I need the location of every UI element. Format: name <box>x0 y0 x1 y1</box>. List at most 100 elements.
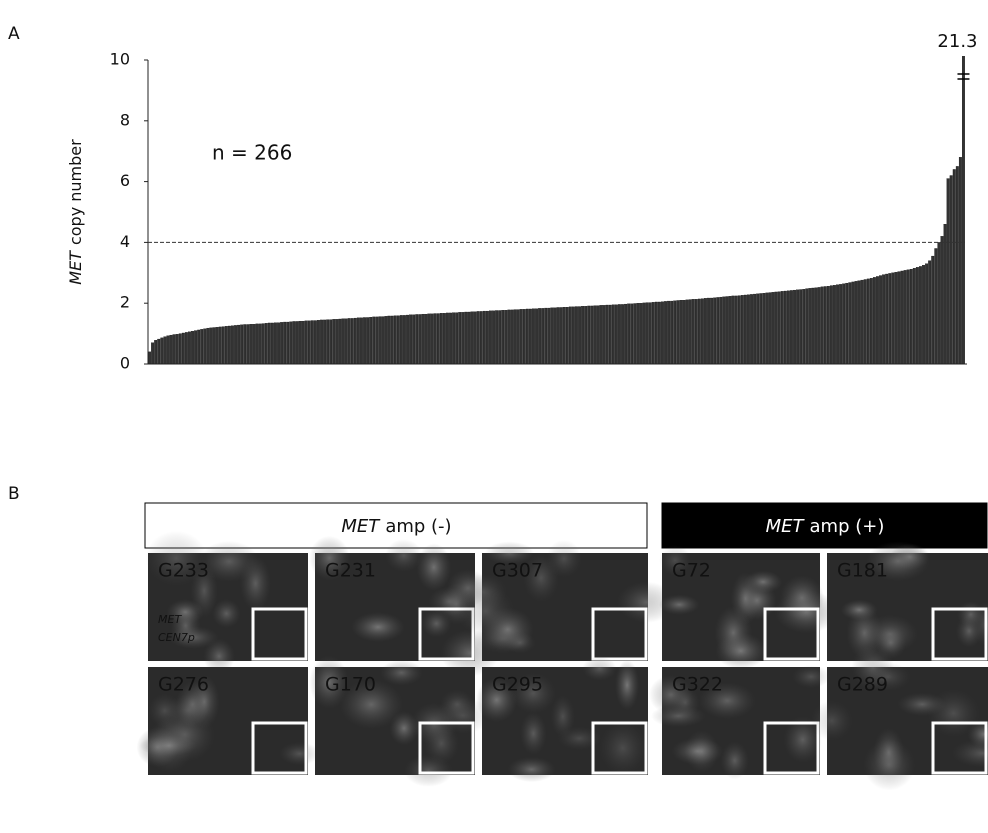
bar <box>419 314 422 364</box>
bar <box>898 272 901 364</box>
bar <box>412 315 415 364</box>
bar <box>575 307 578 364</box>
bar <box>827 286 830 364</box>
bar <box>176 334 179 364</box>
bar <box>495 310 498 364</box>
bar <box>806 289 809 364</box>
bar <box>962 0 965 364</box>
bar <box>179 334 182 364</box>
bar <box>194 331 197 364</box>
cell-blob <box>240 556 271 611</box>
bar <box>554 308 557 364</box>
bar <box>296 321 299 364</box>
bar <box>959 157 962 364</box>
bar <box>437 314 440 364</box>
bar <box>901 271 904 364</box>
bar <box>892 273 895 364</box>
bar <box>336 319 339 364</box>
bar <box>382 317 385 364</box>
y-tick-label: 8 <box>120 110 130 129</box>
cell-blob <box>146 718 194 773</box>
bar <box>781 291 784 364</box>
bar <box>560 307 563 364</box>
bar <box>157 339 160 364</box>
bar <box>904 270 907 364</box>
bar <box>425 314 428 364</box>
bar <box>354 318 357 364</box>
y-tick-label: 6 <box>120 171 130 190</box>
bar <box>388 316 391 364</box>
bar <box>185 332 188 364</box>
bar <box>259 324 262 364</box>
bar <box>268 323 271 364</box>
cell-blob <box>873 728 904 777</box>
bar <box>784 291 787 364</box>
bar <box>173 335 176 364</box>
bar <box>809 288 812 364</box>
cell-blob <box>279 742 319 765</box>
group-title-italic: MET <box>341 516 381 537</box>
bar <box>793 290 796 364</box>
bar <box>182 333 185 364</box>
bar <box>563 307 566 364</box>
bar <box>541 308 544 364</box>
bar <box>772 292 775 364</box>
bar <box>148 352 151 364</box>
bar <box>225 326 228 364</box>
bar <box>673 301 676 364</box>
bar <box>738 296 741 364</box>
bar <box>787 291 790 364</box>
sample-id: G72 <box>672 560 711 582</box>
bar <box>683 300 686 364</box>
bar <box>440 313 443 364</box>
bar <box>802 289 805 364</box>
bar <box>161 338 164 364</box>
group-title-rest: amp (-) <box>385 516 451 537</box>
bar <box>333 319 336 364</box>
bar <box>824 286 827 364</box>
bar <box>953 169 956 364</box>
bar <box>462 312 465 364</box>
bar <box>458 312 461 364</box>
bar <box>753 294 756 364</box>
bar <box>928 261 931 364</box>
bar <box>535 309 538 364</box>
cell-blob <box>897 693 946 716</box>
bar <box>523 309 526 364</box>
bar <box>538 308 541 364</box>
bar <box>379 317 382 364</box>
bar <box>686 300 689 364</box>
bar <box>876 276 879 364</box>
bar <box>290 322 293 364</box>
bar <box>219 327 222 364</box>
bar <box>492 311 495 364</box>
bar <box>231 326 234 364</box>
bar <box>655 302 658 364</box>
bar <box>950 176 953 364</box>
bar <box>483 311 486 364</box>
bar <box>477 311 480 364</box>
cell-blob <box>811 701 853 741</box>
cell-blob <box>404 755 452 787</box>
bar <box>720 297 723 364</box>
bar <box>885 274 888 364</box>
bar <box>916 267 919 364</box>
bar <box>910 269 913 364</box>
group-title: METamp (+) <box>766 516 885 537</box>
bar <box>551 308 554 364</box>
bar <box>895 272 898 364</box>
cell-blob <box>440 690 474 719</box>
bar <box>750 294 753 364</box>
bar <box>888 273 891 364</box>
cell-blob <box>792 665 830 688</box>
bar <box>311 321 314 364</box>
bar <box>415 314 418 364</box>
bar <box>262 324 265 364</box>
bar <box>879 276 882 364</box>
bar <box>207 328 210 364</box>
bar <box>363 317 366 364</box>
bar <box>360 318 363 364</box>
bar <box>842 284 845 364</box>
bar <box>612 305 615 364</box>
bar <box>658 302 661 364</box>
